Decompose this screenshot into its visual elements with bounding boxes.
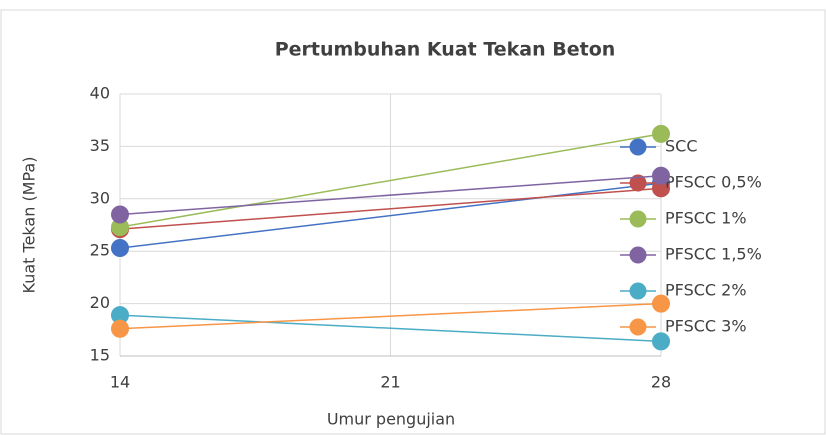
series-line <box>119 314 662 343</box>
legend-label: PFSCC 0,5% <box>665 173 762 192</box>
legend-label: PFSCC 2% <box>665 281 747 300</box>
legend-marker <box>629 138 647 156</box>
y-tick-label: 15 <box>90 346 110 365</box>
legend-marker <box>629 282 647 300</box>
series-line <box>119 174 662 216</box>
series-line <box>119 133 662 228</box>
y-tick-label: 25 <box>90 241 110 260</box>
series-line <box>119 187 662 230</box>
y-tick-label: 30 <box>90 188 110 207</box>
data-point <box>652 166 670 185</box>
legend-label: PFSCC 1% <box>665 209 747 228</box>
data-point <box>652 124 670 143</box>
y-tick-label: 40 <box>90 84 110 103</box>
data-point <box>111 205 129 224</box>
data-point <box>111 239 129 258</box>
legend-label: PFSCC 3% <box>665 317 747 336</box>
y-tick-label: 35 <box>90 136 110 155</box>
x-axis-label: Umur pengujian <box>327 410 455 429</box>
legend-label: PFSCC 1,5% <box>665 245 762 264</box>
data-point <box>111 319 129 338</box>
legend-marker <box>629 174 647 192</box>
data-point <box>652 332 670 351</box>
chart-frame <box>0 9 826 435</box>
chart-title: Pertumbuhan Kuat Tekan Beton <box>275 39 616 61</box>
x-tick-label: 28 <box>651 373 671 392</box>
legend-marker <box>629 318 647 336</box>
legend-label: SCC <box>665 137 698 156</box>
x-tick-label: 21 <box>380 373 400 392</box>
y-tick-label: 20 <box>90 293 110 312</box>
data-point <box>652 294 670 313</box>
series-line <box>119 182 662 249</box>
legend-marker <box>629 246 647 264</box>
x-tick-label: 14 <box>110 373 130 392</box>
legend-marker <box>629 210 647 228</box>
y-axis-label: Kuat Tekan (MPa) <box>20 157 39 294</box>
series-line <box>119 302 662 330</box>
